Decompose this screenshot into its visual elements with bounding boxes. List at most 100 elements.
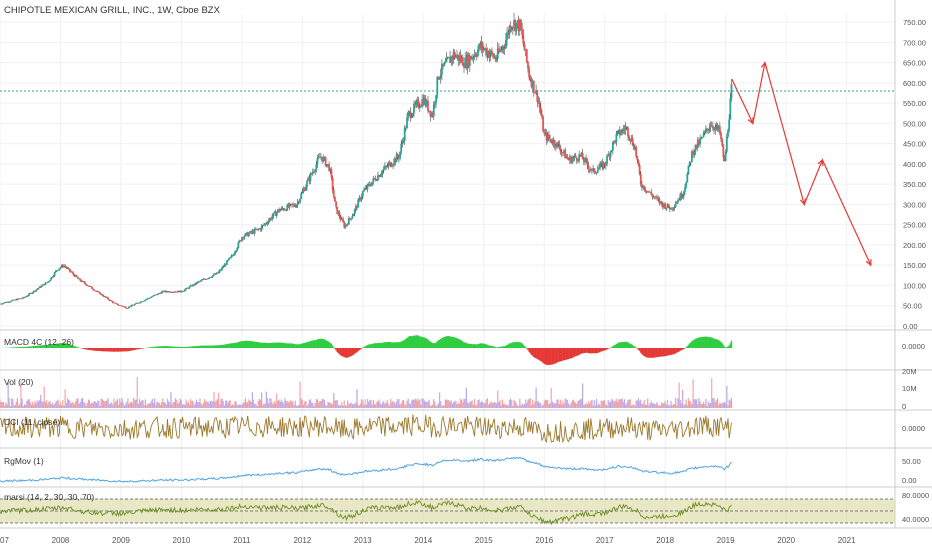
macd-bar (105, 348, 107, 352)
candle-body (286, 204, 289, 211)
candle-body (427, 100, 429, 112)
macd-bar (285, 343, 287, 348)
macd-bar (119, 348, 121, 352)
candle-body (145, 299, 148, 300)
candle-body (406, 117, 408, 129)
macd-bar (157, 346, 159, 348)
candle-body (79, 278, 82, 281)
rgmov-label: RgMov (1) (4, 456, 44, 466)
volume-bar (511, 400, 513, 408)
volume-bar (256, 405, 258, 408)
volume-bar (629, 399, 631, 408)
macd-bar (626, 341, 628, 348)
volume-bar (589, 403, 591, 408)
volume-bar (558, 403, 560, 408)
candle-body (13, 299, 15, 301)
candle-body (280, 207, 283, 210)
volume-bar (564, 398, 566, 408)
volume-bar (11, 398, 13, 408)
candle-body (724, 151, 727, 162)
volume-bar (91, 402, 93, 408)
candle-body (251, 230, 254, 233)
candle-body (17, 298, 20, 300)
macd-bar (506, 344, 508, 348)
macd-bar (214, 345, 216, 348)
macd-bar (116, 348, 119, 352)
macd-bar (488, 345, 491, 348)
candle-body (230, 255, 233, 258)
volume-bar (70, 403, 72, 408)
macd-bar (187, 346, 190, 348)
volume-bar (0, 399, 1, 408)
volume-bar (616, 401, 619, 408)
volume-bar (680, 403, 683, 408)
macd-bar (584, 348, 586, 353)
price-candles (0, 12, 733, 309)
volume-bar (401, 400, 403, 408)
volume-bar (43, 386, 45, 408)
candle-body (471, 57, 474, 60)
macd-bar (264, 342, 266, 348)
macd-bar (84, 348, 86, 350)
macd-bar (112, 348, 114, 352)
candle-body (154, 294, 157, 296)
macd-bar (465, 343, 468, 348)
candle-body (484, 48, 486, 49)
volume-bar (559, 399, 562, 408)
volume-bar (177, 403, 179, 408)
candle-body (702, 133, 705, 137)
volume-bar (229, 400, 231, 408)
macd-bar (690, 342, 692, 348)
candle-body (175, 291, 178, 293)
volume-bar (131, 402, 134, 408)
candle-body (147, 298, 150, 299)
candle-body (457, 54, 460, 61)
macd-bar (636, 348, 638, 349)
candle-body (31, 292, 34, 294)
macd-bar (13, 347, 15, 348)
candle-body (271, 216, 274, 220)
volume-bar (244, 398, 246, 408)
volume-bar (127, 398, 129, 408)
volume-bar (691, 404, 693, 408)
candle-body (121, 305, 124, 307)
candle-body (300, 193, 303, 199)
price-tick-label: 0.00 (903, 322, 918, 331)
candle-body (456, 54, 458, 57)
macd-bar (22, 346, 24, 348)
candle-body (135, 302, 137, 304)
candle-body (420, 105, 422, 108)
macd-bar (209, 345, 212, 348)
macd-bar (271, 342, 273, 348)
volume-bar (563, 403, 565, 408)
candle-body (103, 296, 106, 298)
volume-bar (84, 402, 86, 408)
macd-bar (159, 346, 162, 348)
macd-bar (548, 348, 550, 365)
macd-bar (616, 343, 619, 348)
macd-bar (605, 348, 607, 351)
macd-bar (221, 344, 223, 348)
macd-bar (140, 348, 142, 349)
candle-body (37, 288, 40, 289)
candle-body (366, 184, 369, 190)
volume-bar (213, 392, 215, 408)
macd-bar (599, 348, 601, 352)
macd-bar (197, 345, 199, 348)
volume-bar (321, 399, 323, 408)
volume-bar (555, 403, 557, 408)
macd-bar (701, 336, 704, 348)
volume-bar (684, 404, 686, 408)
marsi-pane (0, 498, 895, 526)
candle-body (146, 298, 149, 300)
candle-body (259, 228, 262, 231)
macd-bar (14, 347, 16, 348)
candle-body (109, 300, 112, 302)
volume-bar (2, 401, 5, 408)
macd-bar (363, 346, 365, 348)
volume-bar (144, 399, 146, 408)
macd-bar (152, 346, 155, 348)
macd-bar (313, 340, 315, 348)
volume-bar (413, 400, 415, 408)
macd-bar (516, 341, 519, 348)
